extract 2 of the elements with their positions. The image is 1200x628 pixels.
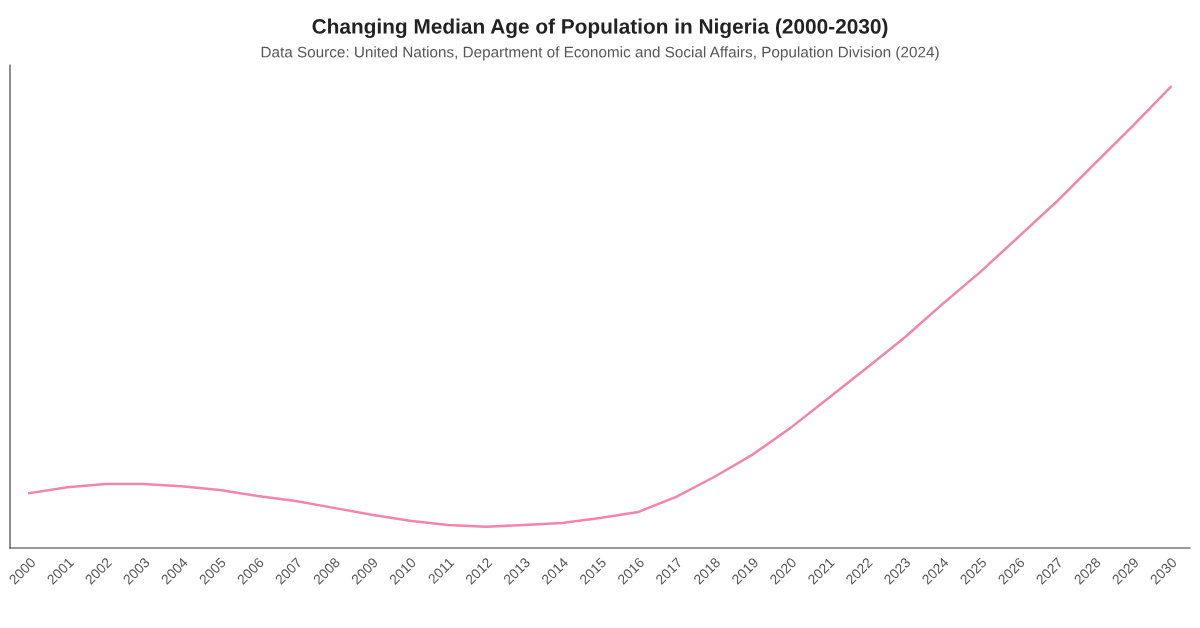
chart-title: Changing Median Age of Population in Nigeria (2000-2030): [312, 18, 888, 39]
chart-subtitle: Data Source: United Nations, Department of Economic and Social Affairs, Population Division (2024): [261, 46, 939, 61]
